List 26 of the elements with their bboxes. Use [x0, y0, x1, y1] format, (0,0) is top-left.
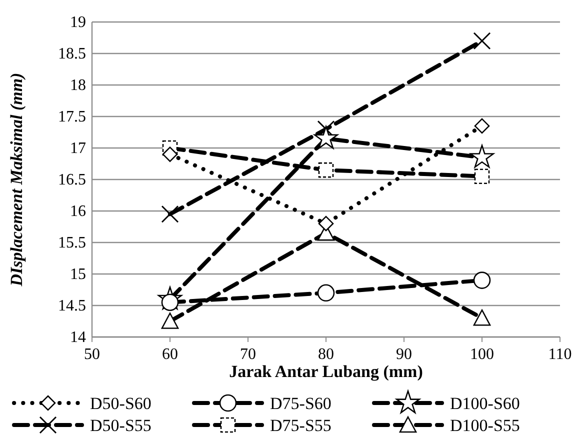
y-tick-label: 16.5: [58, 172, 86, 188]
legend-label: D75-S60: [270, 394, 332, 413]
legend-label: D100-S55: [450, 416, 520, 435]
x-tick-label: 50: [84, 346, 100, 363]
legend-label: D50-S55: [90, 416, 152, 435]
y-tick-label: 16: [70, 203, 86, 220]
y-tick-label: 17: [70, 140, 86, 157]
y-tick-label: 17.5: [58, 108, 86, 126]
legend-label: D100-S60: [450, 394, 520, 413]
x-tick-label: 100: [470, 346, 494, 363]
x-tick-label: 60: [162, 346, 178, 363]
x-tick-label: 90: [396, 346, 412, 363]
y-tick-label: 18: [70, 77, 86, 94]
y-tick-label: 14: [70, 329, 86, 346]
y-tick-label: 18.5: [58, 46, 86, 62]
y-tick-label: 15: [70, 266, 86, 283]
legend-label: D50-S60: [90, 394, 152, 413]
x-tick-label: 80: [318, 346, 334, 363]
y-tick-label: 14.5: [58, 298, 86, 314]
y-tick-label: 19: [70, 14, 86, 31]
x-tick-label: 70: [240, 346, 256, 363]
x-tick-label: 110: [548, 346, 572, 363]
legend-label: D75-S55: [270, 416, 332, 435]
y-axis-title: DIsplacement Maksimal (mm): [7, 72, 26, 288]
y-tick-label: 15.5: [58, 234, 86, 252]
x-axis-title: Jarak Antar Lubang (mm): [229, 362, 423, 381]
